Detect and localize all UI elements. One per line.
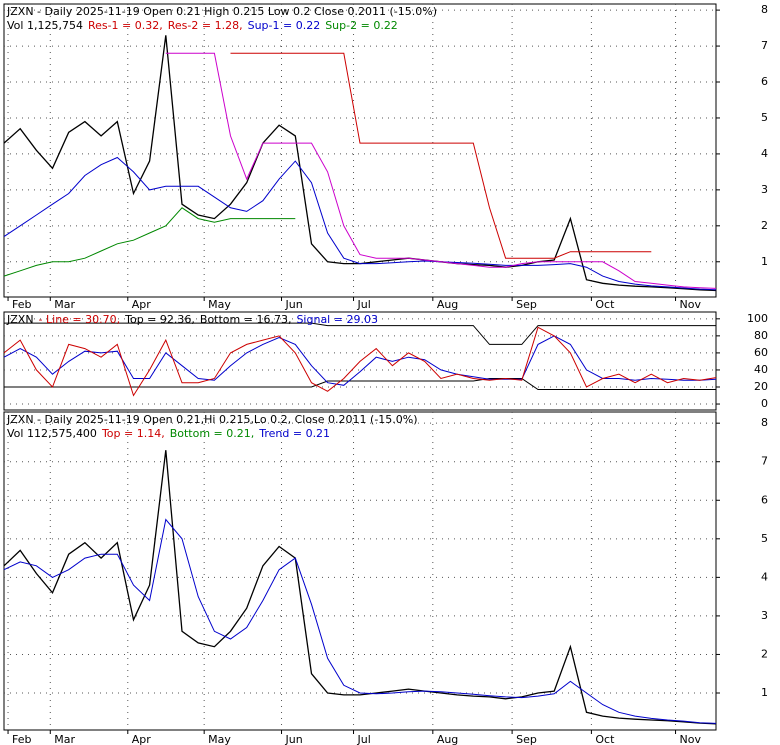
x-tick-label: May xyxy=(208,298,231,311)
x-tick-label: Oct xyxy=(595,298,615,311)
x-tick-label: Nov xyxy=(680,298,702,311)
header-text: Res-2 = 1.28, xyxy=(168,19,243,32)
y-tick-label: 6 xyxy=(761,493,768,506)
y-tick-label: 7 xyxy=(761,455,768,468)
series-line xyxy=(3,207,296,277)
y-tick-label: 3 xyxy=(761,183,768,196)
x-tick-label: Mar xyxy=(54,298,75,311)
y-tick-label: 100 xyxy=(747,312,768,325)
y-tick-label: 80 xyxy=(754,329,768,342)
header-line: JZXN - Daily 2025-11-19 Open 0.21,Hi 0.2… xyxy=(6,413,418,426)
header-text: - Line = 30.70, xyxy=(39,313,121,326)
y-tick-label: 4 xyxy=(761,147,768,160)
header-text: Bottom = 0.21, xyxy=(170,427,255,440)
series-line xyxy=(3,335,717,386)
y-tick-label: 20 xyxy=(754,380,768,393)
series-line xyxy=(3,35,717,292)
y-tick-label: 7 xyxy=(761,39,768,52)
y-tick-label: 8 xyxy=(761,3,768,16)
header-text: Vol 112,575,400 xyxy=(7,427,97,440)
header-text: Signal = 29.03 xyxy=(296,313,378,326)
y-tick-label: 6 xyxy=(761,75,768,88)
header-text: Sup-2 = 0.22 xyxy=(325,19,398,32)
series-line xyxy=(230,52,652,259)
header-text: Top = 92.36, xyxy=(124,313,195,326)
header-line: Vol 112,575,400 Top = 1.14, Bottom = 0.21,… xyxy=(7,427,330,440)
x-tick-label: May xyxy=(208,733,231,745)
x-tick-label: Sep xyxy=(516,298,537,311)
header-line: JZXN - Line = 30.70, Top = 92.36, Bottom = … xyxy=(6,313,378,326)
x-tick-label: Aug xyxy=(437,733,458,745)
panel-frame xyxy=(3,411,717,731)
series-line xyxy=(3,450,717,725)
series-line xyxy=(3,156,717,291)
y-tick-label: 2 xyxy=(761,647,768,660)
y-tick-label: 2 xyxy=(761,219,768,232)
x-tick-label: Oct xyxy=(595,733,615,745)
header-text: JZXN xyxy=(6,313,34,326)
y-tick-label: 60 xyxy=(754,346,768,359)
header-line: Vol 1,125,754 Res-1 = 0.32, Res-2 = 1.28, S… xyxy=(7,19,398,32)
y-tick-label: 5 xyxy=(761,532,768,545)
x-tick-label: Apr xyxy=(132,733,152,745)
x-tick-label: Feb xyxy=(12,298,31,311)
x-tick-label: Apr xyxy=(132,298,152,311)
header-line: JZXN - Daily 2025-11-19 Open 0.21 High 0… xyxy=(6,5,437,18)
y-tick-label: 40 xyxy=(754,363,768,376)
series-line xyxy=(165,52,717,289)
y-tick-label: 3 xyxy=(761,609,768,622)
x-tick-label: Jun xyxy=(285,298,303,311)
header-text: Vol 1,125,754 xyxy=(7,19,83,32)
y-tick-label: 8 xyxy=(761,416,768,429)
panel-frame xyxy=(3,3,717,298)
header-text: Bottom = 16.73, xyxy=(200,313,292,326)
x-tick-label: Jul xyxy=(357,733,371,745)
series-line xyxy=(3,518,717,724)
header-text: Res-1 = 0.32, xyxy=(88,19,163,32)
x-tick-label: Sep xyxy=(516,733,537,745)
x-tick-label: Jul xyxy=(357,298,371,311)
y-tick-label: 0 xyxy=(761,397,768,410)
x-tick-label: Nov xyxy=(680,733,702,745)
series-line xyxy=(4,378,716,390)
y-tick-label: 1 xyxy=(761,686,768,699)
header-text: JZXN - Daily 2025-11-19 Open 0.21 High 0… xyxy=(6,5,437,18)
header-text: JZXN - Daily 2025-11-19 Open 0.21,Hi 0.2… xyxy=(6,413,418,426)
header-text: Sup-1 = 0.22 xyxy=(248,19,321,32)
y-tick-label: 1 xyxy=(761,255,768,268)
y-tick-label: 5 xyxy=(761,111,768,124)
series-line xyxy=(4,322,716,345)
x-tick-label: Aug xyxy=(437,298,458,311)
x-tick-label: Feb xyxy=(12,733,31,745)
panel-frame xyxy=(3,311,717,411)
header-text: Trend = 0.21 xyxy=(258,427,330,440)
y-tick-label: 4 xyxy=(761,570,768,583)
header-text: Top = 1.14, xyxy=(101,427,165,440)
series-line xyxy=(3,326,717,397)
x-tick-label: Jun xyxy=(285,733,303,745)
x-tick-label: Mar xyxy=(54,733,75,745)
